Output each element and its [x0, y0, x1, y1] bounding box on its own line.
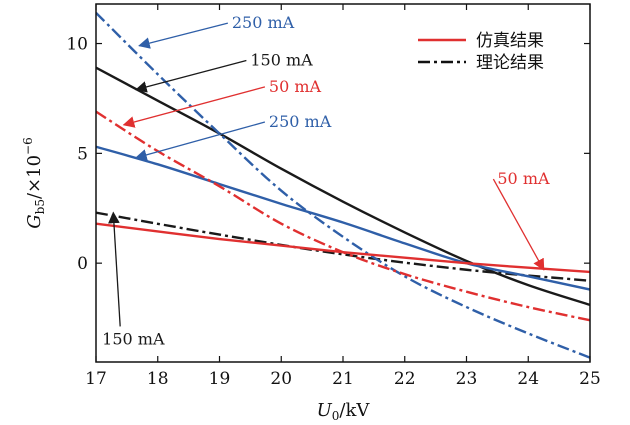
x-axis-label: U0/kV	[317, 400, 371, 423]
series-line-red-dashdot	[96, 110, 590, 322]
y-tick-label: 5	[77, 144, 88, 164]
annotation-label: 50 mA	[269, 77, 322, 96]
x-tick-label: 20	[270, 369, 292, 389]
annotation-label: 50 mA	[497, 169, 550, 188]
x-tick-label: 19	[209, 369, 231, 389]
annotation-arrow	[135, 121, 266, 161]
annotation-label: 150 mA	[102, 329, 165, 348]
x-tick-label: 24	[517, 369, 539, 389]
y-axis-label: Gb5/×10−6	[21, 137, 47, 228]
x-tick-label: 22	[394, 369, 416, 389]
series-line-red-solid	[96, 222, 590, 274]
series-line-blue-solid	[96, 145, 590, 291]
x-tick-label: 25	[579, 369, 601, 389]
legend-label: 理论结果	[476, 53, 544, 73]
series-line-black-dashdot	[96, 211, 590, 282]
annotation-arrow	[135, 59, 247, 93]
annotation-arrow	[138, 22, 229, 49]
annotation-label: 250 mA	[232, 13, 295, 32]
annotation-label: 150 mA	[250, 50, 313, 69]
x-tick-label: 17	[85, 369, 107, 389]
annotation-arrow	[492, 178, 545, 271]
annotation-layer: 250 mA 150 mA 50 mA 250 mA 50 mA 150 mA	[102, 13, 550, 348]
x-tick-label: 21	[332, 369, 354, 389]
y-tick-label: 10	[66, 35, 88, 55]
annotation-label: 250 mA	[269, 112, 332, 131]
annotation-arrow	[122, 86, 266, 128]
y-tick-label: 0	[77, 254, 88, 274]
annotation-arrow	[108, 211, 121, 327]
x-tick-label: 23	[456, 369, 478, 389]
legend-label: 仿真结果	[476, 31, 544, 51]
tick-layer: 17 18 19 20 21 22 23 24 25 0 5 10	[66, 4, 601, 389]
series-line-blue-dashdot	[96, 11, 590, 359]
x-tick-label: 18	[147, 369, 169, 389]
